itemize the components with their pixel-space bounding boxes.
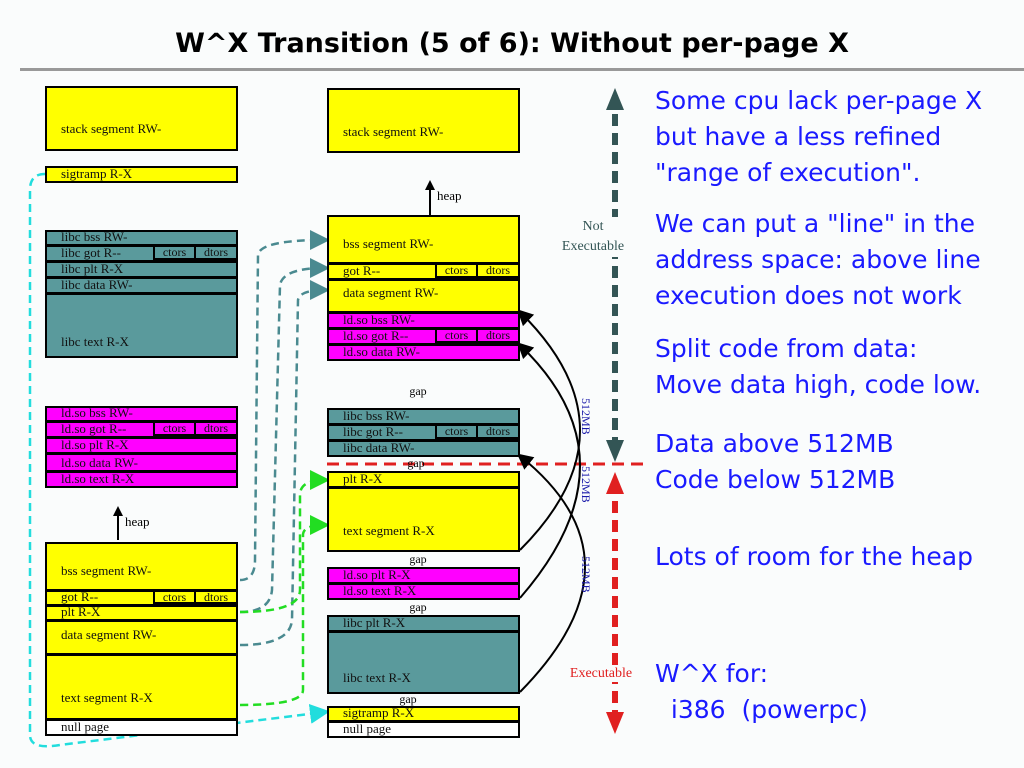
right-text-segment: text segment R-X: [327, 487, 520, 552]
left-ldso-bss: ld.so bss RW-: [45, 406, 238, 422]
right-heap-label: heap: [437, 188, 462, 203]
left-libc-text: libc text R-X: [45, 293, 238, 358]
plt-link: [239, 470, 330, 614]
remap-arc-2: [517, 342, 581, 599]
title-divider: [20, 68, 1024, 71]
left-libc-plt: libc plt R-X: [45, 261, 238, 278]
512mb-label: 512MB: [579, 398, 593, 435]
left-bss-segment: bss segment RW-: [45, 542, 238, 591]
left-data-segment: data segment RW-: [45, 620, 238, 655]
bullet-5: Lots of room for the heap: [655, 542, 973, 571]
right-null-page: null page: [327, 721, 520, 738]
left-libc-bss: libc bss RW-: [45, 230, 238, 246]
right-got: got R-- ctors dtors: [327, 263, 520, 280]
right-ldso-data: ld.so data RW-: [327, 344, 520, 361]
bullet-4: Data above 512MB Code below 512MB: [655, 429, 896, 494]
right-libc-plt: libc plt R-X: [327, 615, 520, 632]
left-ldso-got: ld.so got R-- ctors dtors: [45, 421, 238, 438]
bullet-6: W^X for: i386 (powerpc): [655, 659, 868, 724]
libc-got-link-1: [239, 230, 330, 582]
libc-got-link-3: [239, 280, 330, 647]
bullet-3: Split code from data: Move data high, cod…: [655, 334, 982, 399]
right-libc-data: libc data RW-: [327, 440, 520, 457]
remap-arc-1: [517, 309, 581, 551]
right-bss-segment: bss segment RW-: [327, 215, 520, 264]
gap-label: gap: [409, 384, 427, 398]
right-sigtramp: sigtramp R-X: [327, 706, 520, 722]
right-libc-bss: libc bss RW-: [327, 408, 520, 425]
not-executable-label: Not Executable: [548, 217, 638, 257]
right-plt: plt R-X: [327, 471, 520, 488]
left-plt: plt R-X: [45, 605, 238, 621]
right-libc-got: libc got R-- ctors dtors: [327, 424, 520, 441]
left-sigtramp: sigtramp R-X: [45, 166, 238, 183]
512mb-label: 512MB: [579, 466, 593, 503]
text-link: [239, 515, 330, 707]
executable-label: Executable: [556, 666, 646, 682]
right-stack-segment: stack segment RW-: [327, 88, 520, 153]
left-stack-segment: stack segment RW-: [45, 86, 238, 151]
right-libc-text: libc text R-X: [327, 631, 520, 694]
gap-label: gap: [409, 600, 427, 614]
left-null-page: null page: [45, 719, 238, 736]
gap-label: gap: [409, 552, 427, 566]
libc-got-link-2: [239, 258, 330, 614]
left-ldso-data: ld.so data RW-: [45, 453, 238, 472]
slide-title: W^X Transition (5 of 6): Without per-pag…: [175, 28, 849, 59]
left-ldso-plt: ld.so plt R-X: [45, 437, 238, 454]
left-libc-got: libc got R-- ctors dtors: [45, 245, 238, 262]
left-heap-label: heap: [125, 514, 150, 529]
left-text-segment: text segment R-X: [45, 654, 238, 720]
left-libc-data: libc data RW-: [45, 277, 238, 294]
right-ldso-text: ld.so text R-X: [327, 583, 520, 600]
right-ldso-bss: ld.so bss RW-: [327, 312, 520, 329]
remap-arc-3: [516, 453, 586, 693]
gap-label: gap: [407, 456, 425, 470]
right-ldso-plt: ld.so plt R-X: [327, 567, 520, 584]
left-got: got R-- ctors dtors: [45, 590, 238, 606]
gap-label: gap: [399, 692, 417, 706]
512mb-label: 512MB: [579, 556, 593, 593]
right-data-segment: data segment RW-: [327, 279, 520, 313]
left-ldso-text: ld.so text R-X: [45, 471, 238, 488]
right-ldso-got: ld.so got R-- ctors dtors: [327, 328, 520, 345]
bullet-2: We can put a "line" in the address space:…: [655, 209, 981, 310]
